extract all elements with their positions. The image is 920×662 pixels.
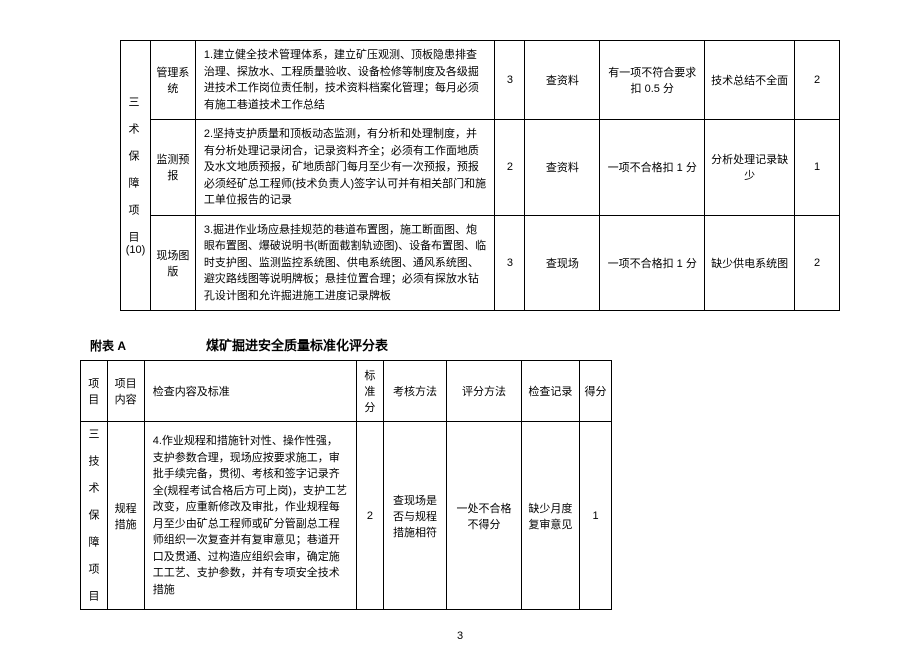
scoring-cell: 有一项不符合要求扣 0.5 分 <box>600 41 705 120</box>
score-cell: 2 <box>795 41 840 120</box>
col-header: 项目内容 <box>107 361 144 422</box>
sub-cell: 规程措施 <box>107 422 144 610</box>
category-cell: 三 术 保 障 项 目 (10) <box>121 41 151 311</box>
scoring-table-2: 项目 项目内容 检查内容及标准 标准分 考核方法 评分方法 检查记录 得分 三 … <box>80 360 612 610</box>
desc-cell: 2.坚持支护质量和顶板动态监测，有分析和处理制度，并有分析处理记录闭合，记录资料… <box>195 120 495 216</box>
col-header: 评分方法 <box>447 361 521 422</box>
scoring-table-1: 三 术 保 障 项 目 (10) 管理系统 1.建立健全技术管理体系，建立矿压观… <box>120 40 840 311</box>
col-header: 考核方法 <box>383 361 447 422</box>
appendix-label: 附表 A <box>90 337 126 354</box>
score-cell: 2 <box>795 215 840 311</box>
std-cell: 2 <box>495 120 525 216</box>
scoring-cell: 一处不合格不得分 <box>447 422 521 610</box>
record-cell: 技术总结不全面 <box>705 41 795 120</box>
category-cell: 三 技 术 保 障 项 目 <box>81 422 108 610</box>
col-header: 项目 <box>81 361 108 422</box>
header-row: 项目 项目内容 检查内容及标准 标准分 考核方法 评分方法 检查记录 得分 <box>81 361 612 422</box>
page-number: 3 <box>80 630 840 642</box>
record-cell: 分析处理记录缺少 <box>705 120 795 216</box>
std-cell: 3 <box>495 215 525 311</box>
sub-cell: 管理系统 <box>150 41 195 120</box>
desc-cell: 3.掘进作业场应悬挂规范的巷道布置图，施工断面图、炮眼布置图、爆破说明书(断面截… <box>195 215 495 311</box>
record-cell: 缺少供电系统图 <box>705 215 795 311</box>
method-cell: 查资料 <box>525 41 600 120</box>
appendix-header: 附表 A 煤矿掘进安全质量标准化评分表 <box>80 335 840 354</box>
method-cell: 查资料 <box>525 120 600 216</box>
col-header: 得分 <box>580 361 612 422</box>
score-cell: 1 <box>580 422 612 610</box>
table-row: 三 术 保 障 项 目 (10) 管理系统 1.建立健全技术管理体系，建立矿压观… <box>121 41 840 120</box>
table-title: 煤矿掘进安全质量标准化评分表 <box>206 335 388 354</box>
method-cell: 查现场 <box>525 215 600 311</box>
table-row: 三 技 术 保 障 项 目 规程措施 4.作业规程和措施针对性、操作性强，支护参… <box>81 422 612 610</box>
sub-cell: 现场图版 <box>150 215 195 311</box>
desc-cell: 1.建立健全技术管理体系，建立矿压观测、顶板隐患排查治理、探放水、工程质量验收、… <box>195 41 495 120</box>
table-row: 监测预报 2.坚持支护质量和顶板动态监测，有分析和处理制度，并有分析处理记录闭合… <box>121 120 840 216</box>
col-header: 检查内容及标准 <box>144 361 356 422</box>
record-cell: 缺少月度复审意见 <box>521 422 579 610</box>
method-cell: 查现场是否与规程措施相符 <box>383 422 447 610</box>
desc-cell: 4.作业规程和措施针对性、操作性强，支护参数合理，现场应按要求施工，审批手续完备… <box>144 422 356 610</box>
scoring-cell: 一项不合格扣 1 分 <box>600 215 705 311</box>
std-cell: 3 <box>495 41 525 120</box>
sub-cell: 监测预报 <box>150 120 195 216</box>
col-header: 检查记录 <box>521 361 579 422</box>
table-row: 现场图版 3.掘进作业场应悬挂规范的巷道布置图，施工断面图、炮眼布置图、爆破说明… <box>121 215 840 311</box>
scoring-cell: 一项不合格扣 1 分 <box>600 120 705 216</box>
score-cell: 1 <box>795 120 840 216</box>
std-cell: 2 <box>357 422 384 610</box>
col-header: 标准分 <box>357 361 384 422</box>
